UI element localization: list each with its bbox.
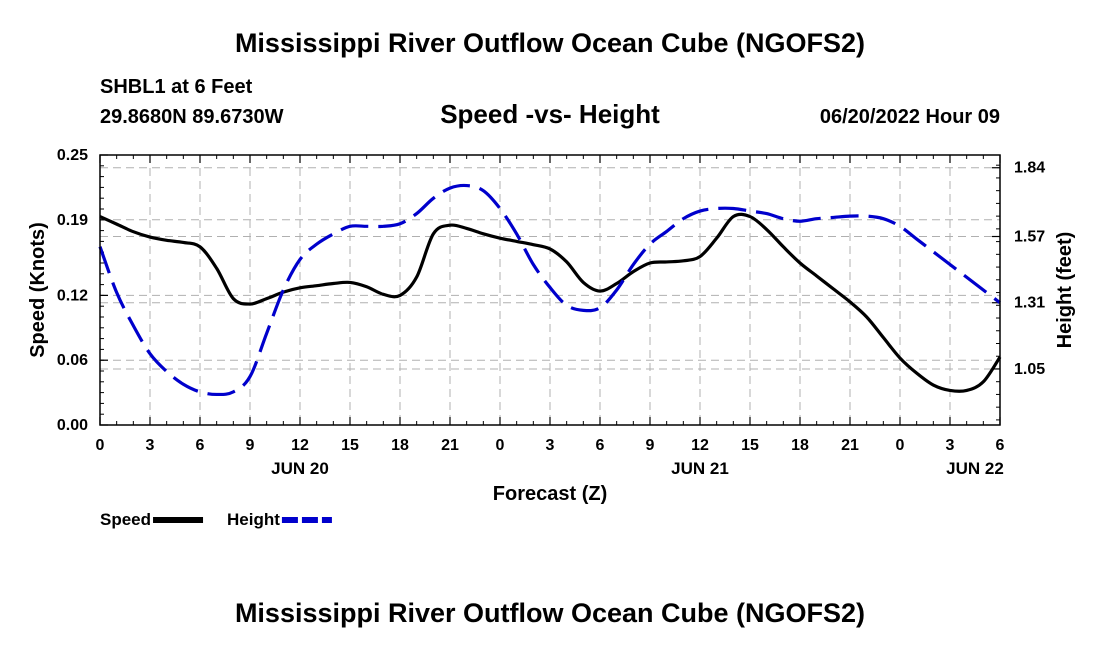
y-axis-tick-labels: 0.00 0.06 0.12 0.19 0.25 xyxy=(57,147,88,434)
legend: Speed Height xyxy=(100,510,332,529)
station-coordinates: 29.8680N 89.6730W xyxy=(100,106,284,128)
date-labels: JUN 20 JUN 21 JUN 22 xyxy=(271,459,1004,478)
y2-tick-label: 1.31 xyxy=(1014,295,1045,312)
x-tick-label: 0 xyxy=(96,437,105,454)
chart-title: Mississippi River Outflow Ocean Cube (NG… xyxy=(234,28,866,58)
y2-tick-label: 1.57 xyxy=(1014,229,1045,246)
plot-frame xyxy=(99,154,1001,426)
x-tick-label: 15 xyxy=(741,437,759,454)
station-label: SHBL1 at 6 Feet xyxy=(100,76,253,98)
x-tick-label: 6 xyxy=(596,437,605,454)
x-tick-label: 3 xyxy=(946,437,955,454)
grid-lines xyxy=(100,155,1000,425)
data-series xyxy=(98,183,1002,397)
y-tick-label: 0.19 xyxy=(57,212,88,229)
y-tick-label: 0.25 xyxy=(57,147,88,164)
y-axis-title: Speed (Knots) xyxy=(27,222,49,358)
x-tick-label: 0 xyxy=(896,437,905,454)
y2-tick-label: 1.84 xyxy=(1014,160,1045,177)
x-axis-title: Forecast (Z) xyxy=(493,483,607,505)
x-tick-label: 12 xyxy=(691,437,709,454)
x-tick-label: 3 xyxy=(146,437,155,454)
date-label: JUN 21 xyxy=(671,459,729,478)
x-tick-label: 18 xyxy=(791,437,809,454)
y-tick-label: 0.00 xyxy=(57,417,88,434)
y2-tick-label: 1.05 xyxy=(1014,361,1045,378)
date-label: JUN 22 xyxy=(946,459,1004,478)
forecast-datetime: 06/20/2022 Hour 09 xyxy=(819,106,1000,128)
x-axis-tick-labels: 0 3 6 9 12 15 18 21 0 3 6 9 12 15 18 21 0 3 6 xyxy=(96,437,1005,454)
x-tick-label: 9 xyxy=(246,437,255,454)
x-tick-label: 6 xyxy=(196,437,205,454)
x-tick-label: 12 xyxy=(291,437,309,454)
height-series-line xyxy=(98,183,1001,397)
legend-label-height: Height xyxy=(227,510,280,529)
x-tick-label: 3 xyxy=(546,437,555,454)
y2-axis-title: Height (feet) xyxy=(1054,232,1076,349)
x-tick-label: 9 xyxy=(646,437,655,454)
x-tick-label: 21 xyxy=(441,437,459,454)
x-tick-label: 21 xyxy=(841,437,859,454)
legend-label-speed: Speed xyxy=(100,510,151,529)
y2-axis-tick-labels: 1.05 1.31 1.57 1.84 xyxy=(1014,160,1045,378)
x-tick-label: 15 xyxy=(341,437,359,454)
x-tick-label: 18 xyxy=(391,437,409,454)
y-tick-label: 0.12 xyxy=(57,287,88,304)
speed-series-line xyxy=(99,212,1002,393)
chart-subtitle: Speed -vs- Height xyxy=(440,99,660,129)
x-tick-label: 0 xyxy=(496,437,505,454)
x-tick-label: 6 xyxy=(996,437,1005,454)
footer-title: Mississippi River Outflow Ocean Cube (NG… xyxy=(234,598,866,628)
date-label: JUN 20 xyxy=(271,459,329,478)
y-tick-label: 0.06 xyxy=(57,352,88,369)
